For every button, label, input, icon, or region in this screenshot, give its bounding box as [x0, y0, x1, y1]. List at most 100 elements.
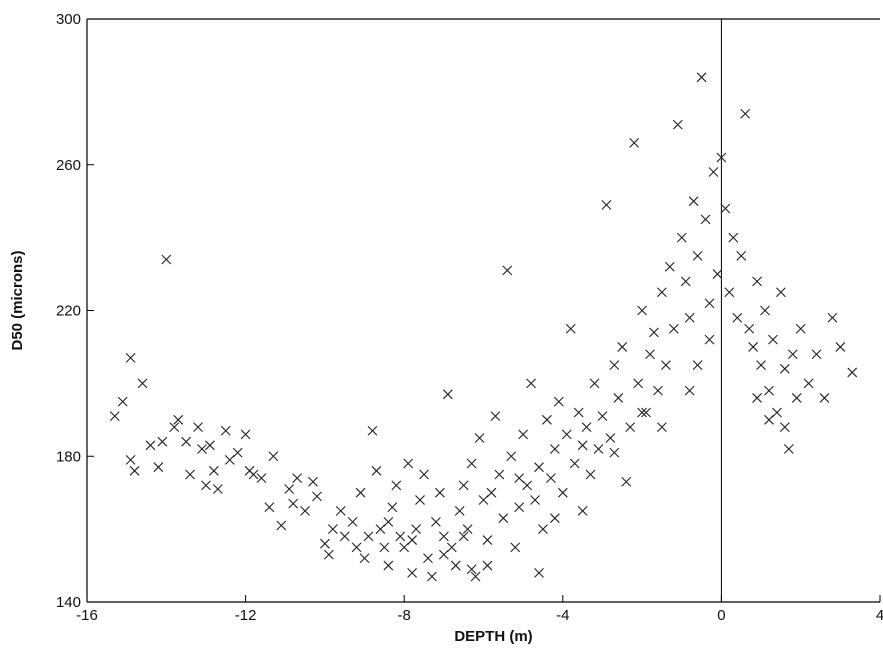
data-point: [684, 385, 695, 396]
data-point: [589, 378, 600, 389]
data-point: [534, 567, 544, 578]
data-point: [482, 535, 493, 545]
data-point: [557, 487, 568, 498]
data-point: [772, 407, 782, 418]
data-point: [208, 465, 219, 476]
data-point: [312, 491, 322, 502]
data-point: [637, 407, 647, 418]
data-point: [383, 560, 394, 571]
data-point: [109, 411, 120, 422]
x-tick-label: -8: [398, 607, 411, 624]
data-point: [300, 506, 310, 516]
data-point: [284, 484, 295, 494]
data-point: [561, 429, 572, 440]
data-point: [276, 520, 287, 531]
data-point: [383, 516, 394, 527]
data-point: [407, 535, 418, 545]
y-tick-label: 140: [56, 594, 81, 611]
x-tick-label: -12: [235, 607, 257, 624]
x-tick-label: -16: [76, 607, 98, 624]
data-point: [633, 378, 644, 389]
x-tick-label: 0: [717, 607, 725, 624]
data-point: [415, 495, 425, 505]
data-point: [185, 469, 195, 480]
data-point: [522, 480, 533, 491]
data-point: [617, 342, 628, 352]
data-point: [597, 411, 608, 422]
data-point: [157, 436, 168, 447]
data-point: [819, 393, 830, 403]
y-tick-label: 260: [56, 157, 81, 174]
data-point: [339, 531, 350, 542]
data-point: [601, 199, 612, 210]
data-point: [696, 72, 707, 83]
data-point: [173, 414, 184, 425]
data-point: [835, 342, 846, 352]
data-point: [704, 334, 715, 345]
data-point: [752, 276, 762, 287]
data-point: [569, 458, 580, 469]
data-point: [764, 385, 774, 396]
data-point: [494, 469, 505, 480]
data-point: [125, 352, 136, 363]
data-point: [169, 422, 180, 432]
data-point: [609, 447, 620, 458]
data-point: [661, 360, 671, 371]
data-point: [212, 484, 223, 494]
data-point: [407, 567, 418, 578]
data-point: [720, 203, 731, 214]
data-point: [220, 425, 231, 436]
data-point: [161, 254, 172, 265]
data-point: [760, 305, 770, 316]
y-tick-label: 300: [56, 11, 81, 28]
data-point: [688, 196, 699, 207]
data-point: [268, 451, 279, 462]
data-point: [637, 305, 647, 316]
data-point: [716, 152, 727, 163]
data-point: [542, 414, 552, 425]
x-tick-label: -4: [556, 607, 569, 624]
data-point: [692, 250, 703, 261]
data-point: [740, 108, 751, 119]
data-point: [466, 458, 477, 469]
x-axis-title: DEPTH (m): [454, 628, 532, 645]
data-point: [692, 360, 703, 371]
scatter-points: [109, 72, 858, 582]
data-point: [506, 451, 517, 462]
data-point: [704, 298, 715, 309]
data-point: [744, 323, 755, 334]
data-point: [668, 323, 679, 334]
data-point: [534, 462, 544, 473]
data-point: [387, 502, 398, 513]
data-point: [712, 269, 723, 279]
data-point: [224, 455, 235, 465]
y-axis-title: D50 (microns): [9, 250, 26, 350]
data-point: [347, 516, 358, 527]
data-point: [308, 476, 318, 487]
data-point: [629, 137, 640, 148]
data-point: [411, 524, 421, 535]
data-point: [787, 349, 798, 360]
data-point: [470, 571, 481, 582]
data-point: [514, 502, 525, 513]
data-point: [205, 440, 215, 451]
data-point: [526, 378, 536, 389]
data-point: [756, 360, 766, 371]
data-point: [351, 542, 362, 553]
data-point: [803, 378, 814, 389]
data-point: [256, 473, 267, 484]
data-point: [367, 425, 378, 436]
data-point: [323, 549, 334, 560]
data-point: [498, 513, 509, 524]
data-point: [664, 261, 675, 272]
data-point: [680, 276, 691, 287]
data-point: [466, 564, 477, 575]
data-point: [645, 349, 655, 360]
data-point: [125, 455, 136, 465]
data-point: [585, 469, 596, 480]
data-point: [649, 327, 659, 338]
data-point: [672, 119, 683, 130]
data-point: [502, 265, 513, 276]
data-point: [458, 531, 469, 542]
